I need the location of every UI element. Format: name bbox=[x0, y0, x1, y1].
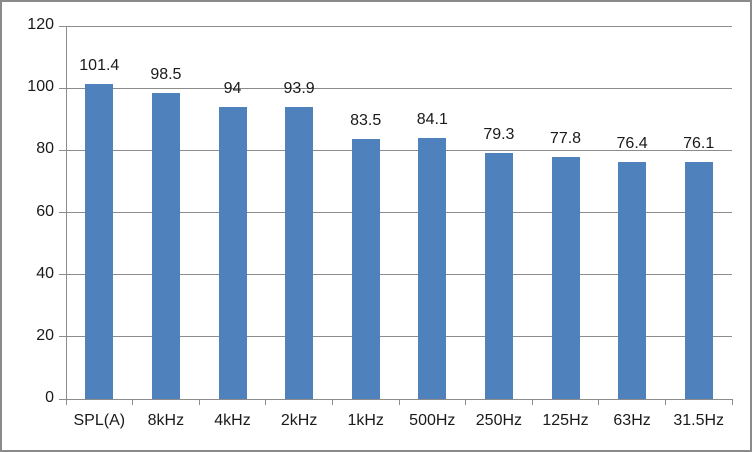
x-axis-tick bbox=[265, 399, 267, 405]
y-axis-tick bbox=[59, 87, 66, 89]
x-axis-tick-label: 31.5Hz bbox=[673, 412, 725, 429]
bar-value-label: 76.1 bbox=[683, 135, 715, 153]
x-axis-tick bbox=[731, 399, 733, 405]
bar bbox=[618, 161, 647, 399]
y-axis-tick bbox=[59, 25, 66, 27]
gridline bbox=[66, 336, 732, 338]
bar bbox=[85, 83, 114, 399]
x-axis-tick bbox=[531, 399, 533, 405]
x-axis-tick bbox=[664, 399, 666, 405]
y-axis-tick bbox=[59, 149, 66, 151]
bar-value-label: 79.3 bbox=[483, 125, 515, 143]
x-axis-tick bbox=[465, 399, 467, 405]
bar bbox=[285, 107, 314, 399]
x-axis-tick-label: 125Hz bbox=[542, 412, 589, 429]
y-axis-tick bbox=[59, 212, 66, 213]
x-axis-tick bbox=[598, 399, 600, 405]
bar-value-label: 98.5 bbox=[150, 65, 182, 83]
x-axis-tick bbox=[398, 399, 400, 405]
x-axis-tick bbox=[198, 399, 200, 405]
y-axis-tick-label: 40 bbox=[36, 264, 54, 282]
y-axis-tick-label: 120 bbox=[27, 16, 54, 33]
y-axis-tick bbox=[59, 398, 66, 400]
y-axis-tick-label: 20 bbox=[36, 326, 54, 344]
x-axis-tick-label: 500Hz bbox=[409, 412, 456, 429]
bar-value-label: 84.1 bbox=[416, 110, 448, 128]
bar bbox=[484, 152, 513, 399]
bar-value-label: 101.4 bbox=[79, 56, 120, 74]
bar bbox=[151, 92, 180, 399]
x-axis-tick-label: 4kHz bbox=[214, 412, 251, 429]
bar bbox=[218, 106, 247, 399]
bar-value-label: 94 bbox=[223, 79, 242, 97]
bar-value-label: 83.5 bbox=[350, 112, 382, 130]
x-axis-tick bbox=[132, 399, 134, 405]
y-axis-tick-label: 0 bbox=[45, 389, 54, 406]
x-axis-tick-label: 250Hz bbox=[475, 412, 523, 429]
x-axis-tick-label: SPL(A) bbox=[73, 412, 126, 429]
y-axis-tick-label: 100 bbox=[27, 78, 54, 96]
y-axis-tick bbox=[59, 274, 66, 276]
gridline bbox=[66, 87, 732, 89]
bar-value-label: 77.8 bbox=[549, 130, 582, 148]
y-axis-tick-label: 80 bbox=[36, 140, 54, 158]
x-axis-tick-label: 8kHz bbox=[147, 412, 185, 429]
gridline bbox=[66, 212, 732, 213]
bar bbox=[551, 157, 580, 399]
x-axis-tick-label: 1kHz bbox=[347, 412, 384, 429]
y-axis-tick bbox=[59, 336, 66, 338]
bar bbox=[684, 162, 713, 399]
x-axis-tick bbox=[65, 399, 67, 405]
bar-value-label: 76.4 bbox=[616, 134, 648, 152]
y-axis-line bbox=[65, 26, 67, 399]
bar-value-label: 93.9 bbox=[283, 80, 315, 98]
gridline bbox=[66, 274, 732, 276]
gridline bbox=[66, 149, 732, 151]
bar bbox=[351, 139, 380, 399]
x-axis-tick-label: 63Hz bbox=[613, 412, 651, 429]
bar bbox=[418, 137, 447, 399]
x-axis-tick bbox=[331, 399, 333, 405]
gridline bbox=[66, 25, 732, 27]
y-axis-tick-label: 60 bbox=[36, 202, 54, 220]
x-axis-tick-label: 2kHz bbox=[280, 412, 318, 429]
